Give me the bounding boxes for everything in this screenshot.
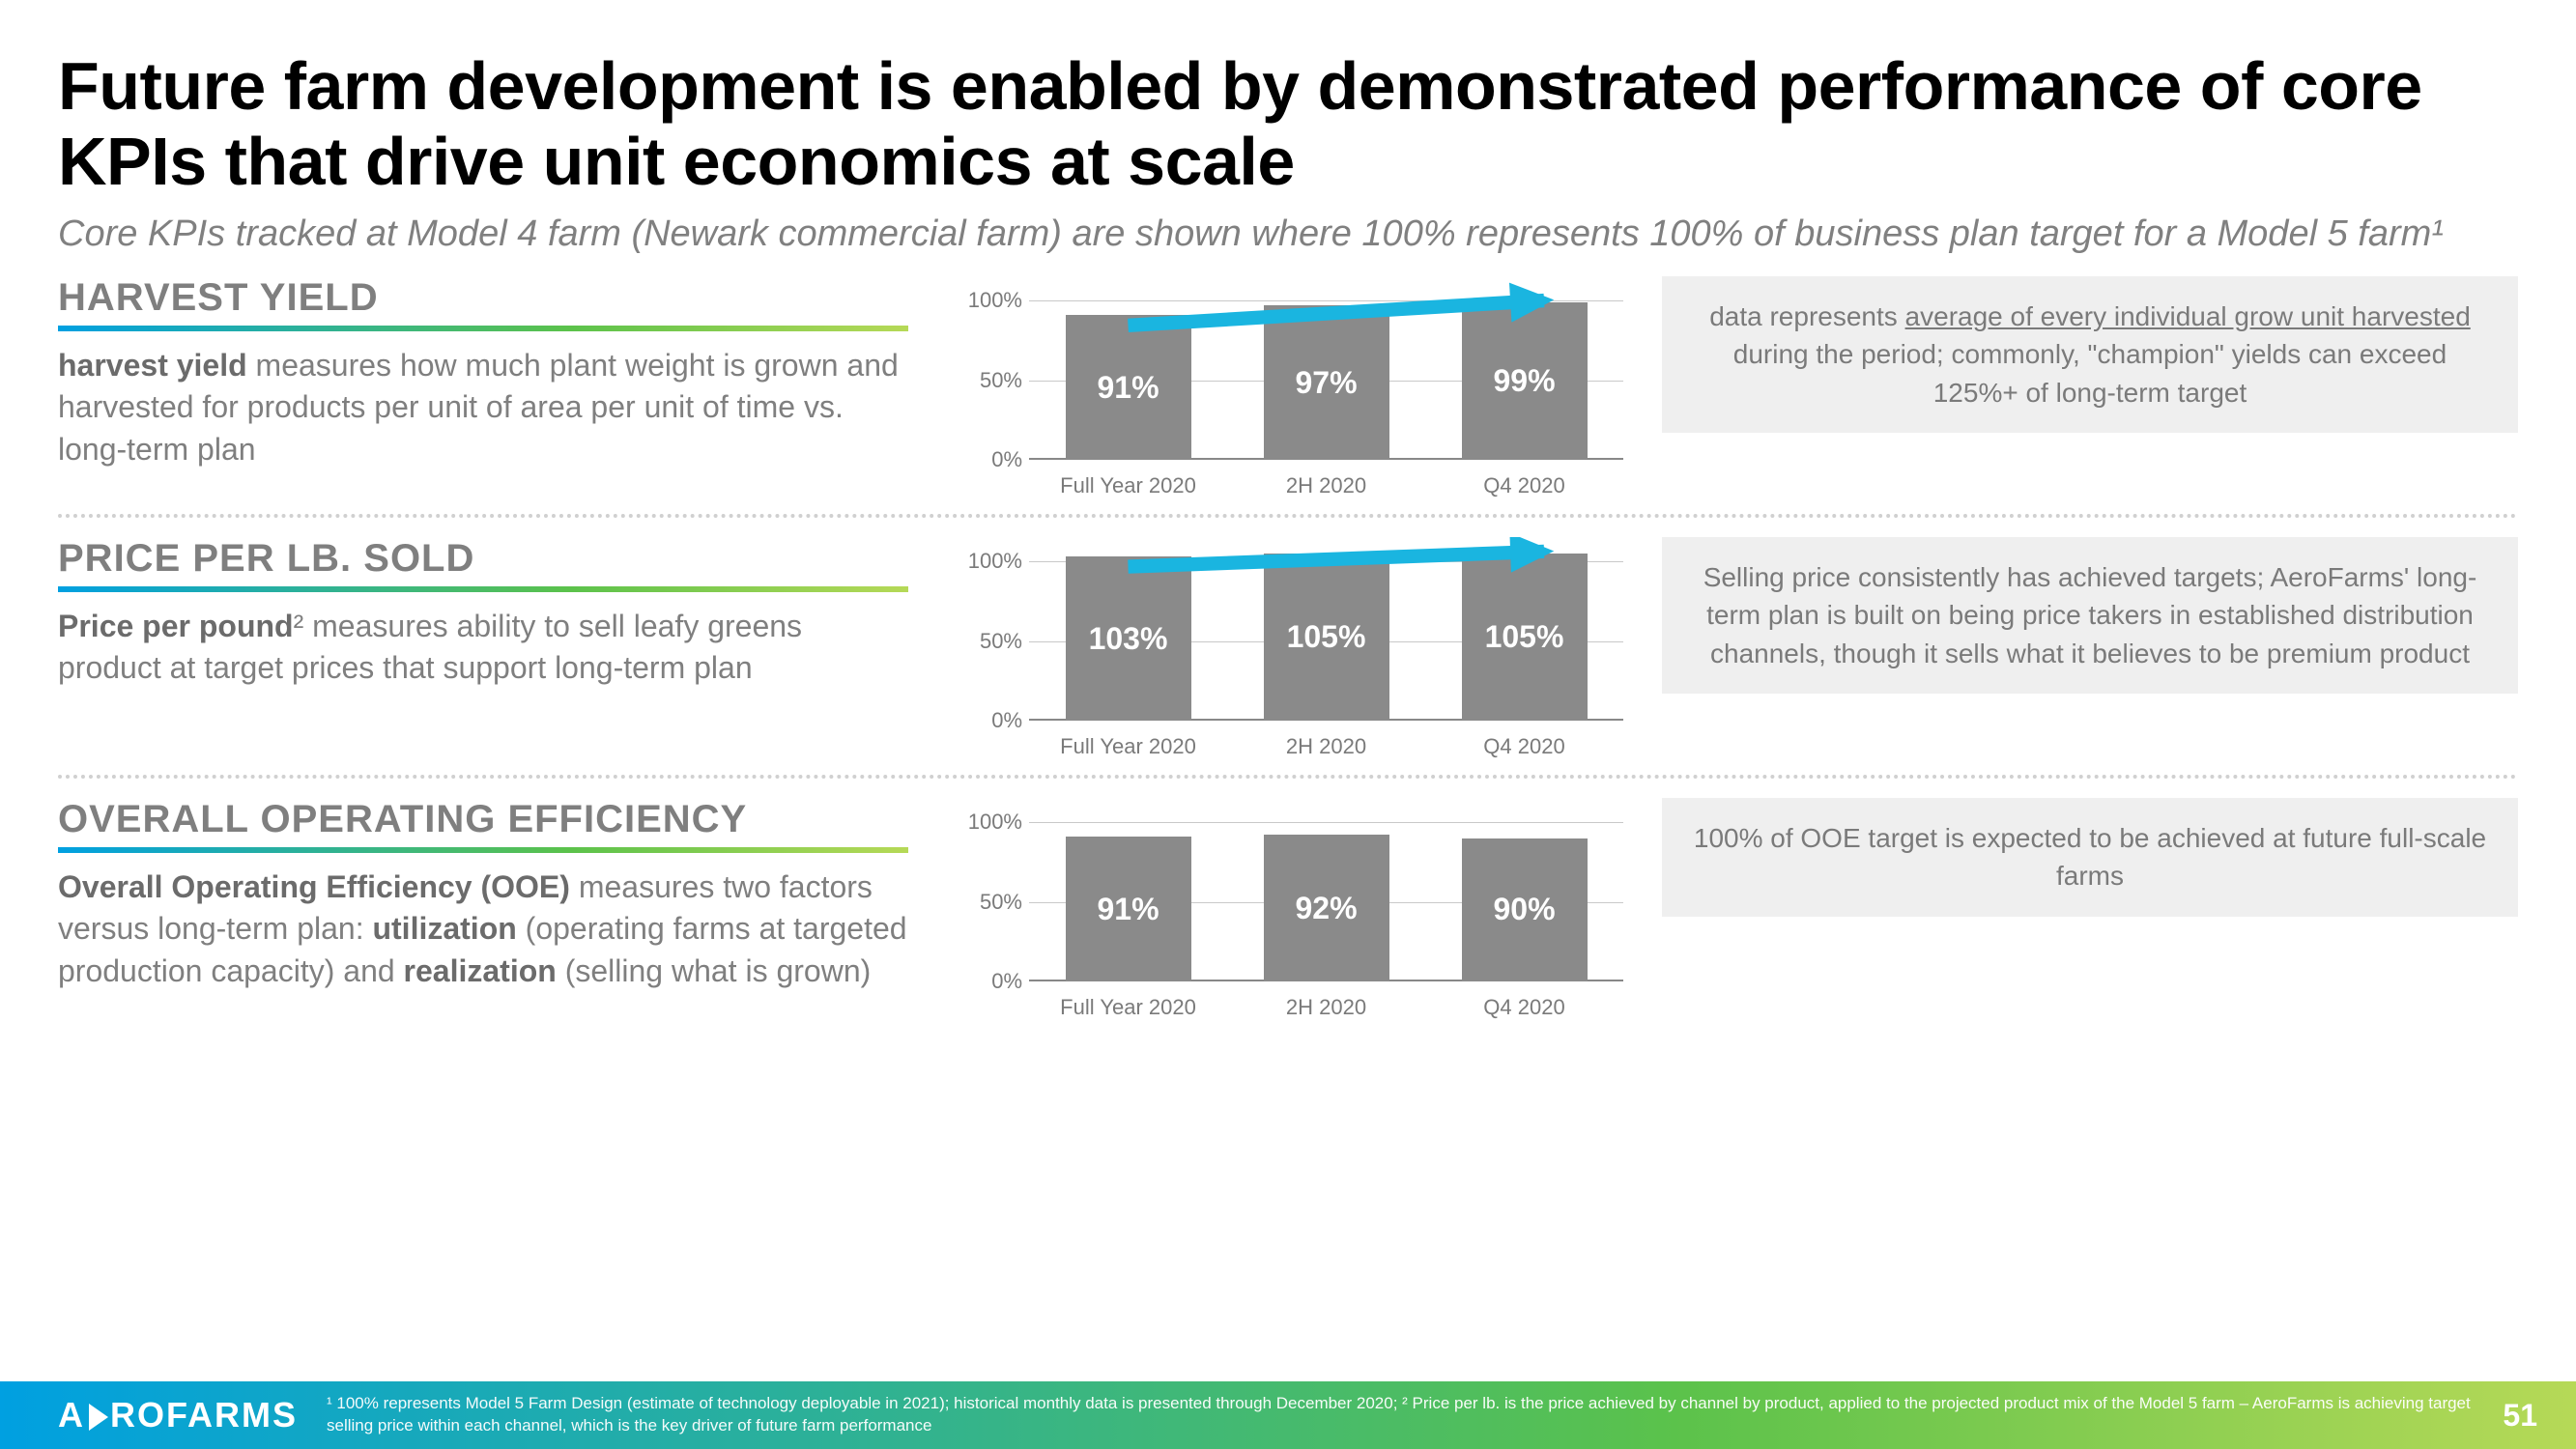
x-axis-tick: 2H 2020 bbox=[1249, 995, 1404, 1020]
x-axis-tick: Full Year 2020 bbox=[1051, 995, 1206, 1020]
bar: 105% bbox=[1264, 554, 1389, 721]
bar-chart: 0% 50% 100% 103% 105% 105% Full Year 2020 2H 20… bbox=[937, 537, 1633, 759]
gradient-rule bbox=[58, 847, 908, 853]
x-axis-labels: Full Year 2020 2H 2020 Q4 2020 bbox=[1029, 473, 1623, 498]
y-axis-tick: 100% bbox=[937, 288, 1022, 313]
bar: 99% bbox=[1462, 302, 1588, 461]
bar-value-label: 99% bbox=[1493, 363, 1555, 399]
y-axis-tick: 0% bbox=[937, 447, 1022, 472]
bar-value-label: 91% bbox=[1097, 892, 1159, 927]
bar: 91% bbox=[1066, 837, 1191, 981]
bar-value-label: 97% bbox=[1295, 365, 1357, 401]
kpi-note: Selling price consistently has achieved … bbox=[1662, 537, 2518, 694]
bar-value-label: 103% bbox=[1089, 621, 1168, 657]
x-axis-labels: Full Year 2020 2H 2020 Q4 2020 bbox=[1029, 734, 1623, 759]
x-axis-tick: Full Year 2020 bbox=[1051, 734, 1206, 759]
logo-triangle-icon bbox=[89, 1404, 108, 1431]
bars-group: 91% 97% 99% bbox=[1029, 276, 1623, 460]
bars-group: 103% 105% 105% bbox=[1029, 537, 1623, 721]
kpi-row: HARVEST YIELD harvest yield measures how … bbox=[58, 276, 2518, 498]
x-axis-tick: Q4 2020 bbox=[1447, 473, 1602, 498]
x-axis-tick: 2H 2020 bbox=[1249, 473, 1404, 498]
x-axis-tick: 2H 2020 bbox=[1249, 734, 1404, 759]
kpi-description: harvest yield measures how much plant we… bbox=[58, 345, 908, 470]
logo-text-rest: ROFARMS bbox=[110, 1395, 298, 1435]
logo: A ROFARMS bbox=[58, 1395, 298, 1435]
x-axis-tick: Full Year 2020 bbox=[1051, 473, 1206, 498]
bar: 90% bbox=[1462, 838, 1588, 982]
bars-group: 91% 92% 90% bbox=[1029, 798, 1623, 981]
page-number: 51 bbox=[2503, 1398, 2537, 1434]
x-axis-labels: Full Year 2020 2H 2020 Q4 2020 bbox=[1029, 995, 1623, 1020]
bar: 91% bbox=[1066, 315, 1191, 460]
y-axis-tick: 100% bbox=[937, 810, 1022, 835]
footer-bar: A ROFARMS ¹ 100% represents Model 5 Farm… bbox=[0, 1381, 2576, 1449]
bar: 103% bbox=[1066, 556, 1191, 721]
y-axis-tick: 0% bbox=[937, 708, 1022, 733]
bar: 97% bbox=[1264, 305, 1389, 460]
y-axis-tick: 0% bbox=[937, 969, 1022, 994]
bar-value-label: 90% bbox=[1493, 892, 1555, 927]
section-divider bbox=[58, 775, 2518, 779]
bar: 105% bbox=[1462, 554, 1588, 721]
footnote-text: ¹ 100% represents Model 5 Farm Design (e… bbox=[298, 1393, 2503, 1437]
y-axis-tick: 100% bbox=[937, 549, 1022, 574]
kpi-row: PRICE PER LB. SOLD Price per pound² measu… bbox=[58, 537, 2518, 759]
kpi-description: Overall Operating Efficiency (OOE) measu… bbox=[58, 867, 908, 992]
kpi-row: OVERALL OPERATING EFFICIENCY Overall Oper… bbox=[58, 798, 2518, 1020]
gradient-rule bbox=[58, 586, 908, 592]
bar-chart: 0% 50% 100% 91% 97% 99% Full Year 2020 2H 2020 Q… bbox=[937, 276, 1633, 498]
bar-value-label: 92% bbox=[1295, 891, 1357, 926]
kpi-heading: PRICE PER LB. SOLD bbox=[58, 537, 908, 586]
bar: 92% bbox=[1264, 835, 1389, 981]
x-axis-tick: Q4 2020 bbox=[1447, 734, 1602, 759]
logo-text-a: A bbox=[58, 1395, 85, 1435]
x-axis-tick: Q4 2020 bbox=[1447, 995, 1602, 1020]
kpi-heading: OVERALL OPERATING EFFICIENCY bbox=[58, 798, 908, 847]
bar-value-label: 91% bbox=[1097, 370, 1159, 406]
y-axis-tick: 50% bbox=[937, 890, 1022, 915]
kpi-heading: HARVEST YIELD bbox=[58, 276, 908, 326]
bar-value-label: 105% bbox=[1287, 619, 1366, 655]
y-axis-tick: 50% bbox=[937, 368, 1022, 393]
slide-title: Future farm development is enabled by de… bbox=[58, 48, 2518, 200]
section-divider bbox=[58, 514, 2518, 518]
bar-chart: 0% 50% 100% 91% 92% 90% Full Year 2020 2H 2020 Q… bbox=[937, 798, 1633, 1020]
slide-subtitle: Core KPIs tracked at Model 4 farm (Newar… bbox=[58, 212, 2518, 258]
kpi-note: data represents average of every individ… bbox=[1662, 276, 2518, 433]
kpi-note: 100% of OOE target is expected to be ach… bbox=[1662, 798, 2518, 916]
bar-value-label: 105% bbox=[1485, 619, 1564, 655]
kpi-description: Price per pound² measures ability to sel… bbox=[58, 606, 908, 689]
y-axis-tick: 50% bbox=[937, 629, 1022, 654]
gradient-rule bbox=[58, 326, 908, 331]
